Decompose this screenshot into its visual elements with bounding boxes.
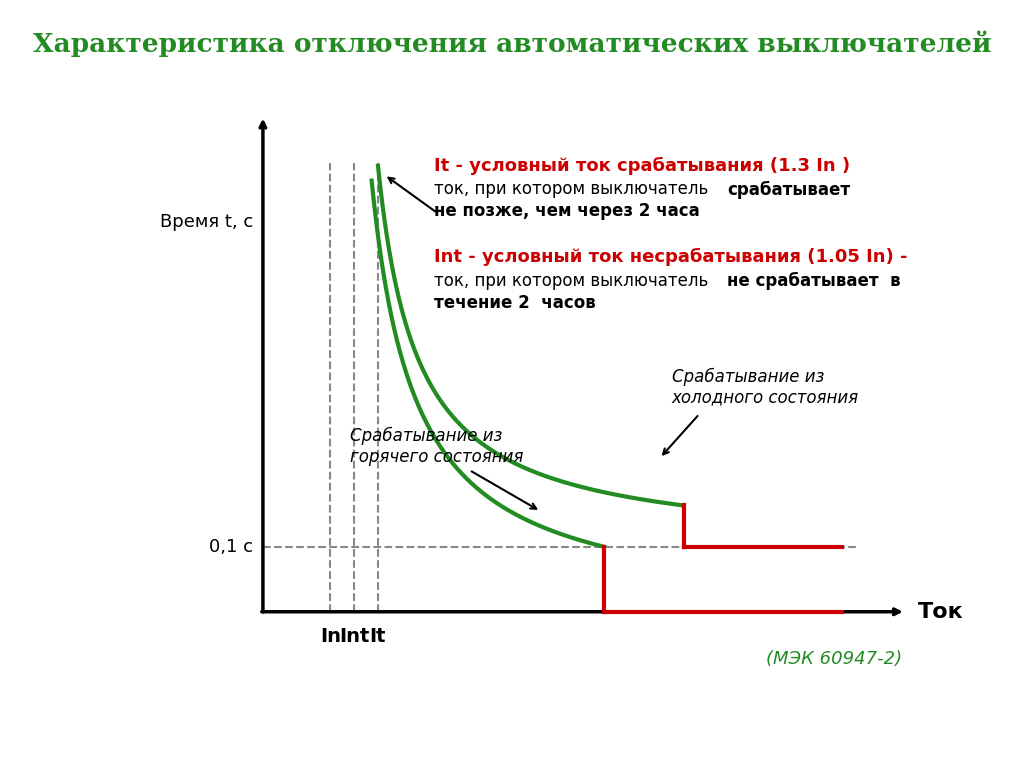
Text: It - условный ток срабатывания (1.3 In ): It - условный ток срабатывания (1.3 In ) — [433, 156, 850, 175]
Text: не позже, чем через 2 часа: не позже, чем через 2 часа — [433, 202, 699, 220]
Text: Время t, с: Время t, с — [160, 213, 253, 231]
Text: Характеристика отключения автоматических выключателей: Характеристика отключения автоматических… — [33, 31, 991, 58]
Text: течение 2  часов: течение 2 часов — [433, 295, 595, 312]
Text: срабатывает: срабатывает — [727, 180, 850, 199]
Text: Срабатывание из
горячего состояния: Срабатывание из горячего состояния — [350, 427, 523, 466]
Text: Ток: Ток — [918, 602, 964, 622]
Text: Int: Int — [339, 627, 370, 646]
Text: (МЭК 60947-2): (МЭК 60947-2) — [766, 650, 902, 668]
Text: ток, при котором выключатель: ток, при котором выключатель — [433, 272, 713, 290]
Text: Срабатывание из
холодного состояния: Срабатывание из холодного состояния — [672, 368, 859, 407]
Text: ток, при котором выключатель: ток, при котором выключатель — [433, 180, 713, 199]
Text: 0,1 с: 0,1 с — [209, 538, 253, 556]
Text: Int - условный ток несрабатывания (1.05 In) -: Int - условный ток несрабатывания (1.05 … — [433, 249, 907, 266]
Text: It: It — [370, 627, 386, 646]
Text: In: In — [319, 627, 341, 646]
Text: не срабатывает  в: не срабатывает в — [727, 272, 901, 290]
